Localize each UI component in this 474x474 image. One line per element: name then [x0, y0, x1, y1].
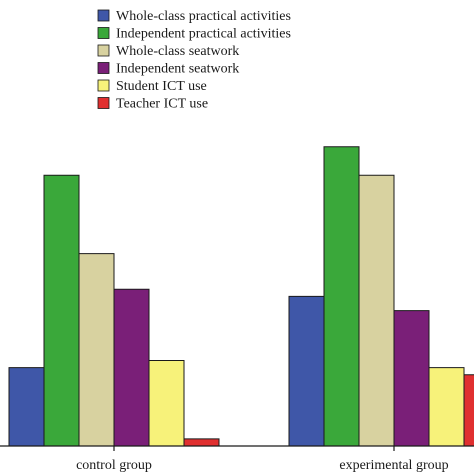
bar-0-1 [43, 174, 80, 447]
x-tick-label: control group [76, 458, 152, 473]
x-tick-label: experimental group [339, 458, 448, 473]
bar-1-3 [393, 310, 430, 447]
bar-1-2 [358, 174, 395, 447]
legend-label: Whole-class practical activities [116, 9, 291, 24]
legend-swatch [97, 27, 110, 39]
legend-swatch [97, 44, 110, 57]
legend-label: Whole-class seatwork [116, 44, 239, 59]
bar-0-4 [148, 360, 185, 447]
legend-swatch [97, 62, 110, 74]
bar-1-0 [288, 295, 325, 447]
legend-label: Student ICT use [116, 79, 207, 94]
bar-0-3 [113, 288, 150, 447]
legend-label: Independent practical activities [116, 27, 291, 42]
legend-label: Teacher ICT use [116, 97, 208, 112]
legend-swatch [97, 79, 110, 92]
bar-0-0 [8, 367, 45, 447]
x-ticks: control group experimental group [76, 446, 449, 473]
bar-1-1 [323, 146, 360, 447]
bars [8, 146, 474, 447]
legend-label: Independent seatwork [116, 62, 239, 77]
bar-1-4 [428, 367, 465, 447]
legend-swatch [97, 97, 110, 109]
legend-swatch [97, 9, 110, 22]
legend-box [92, 4, 318, 118]
legend: Whole-class practical activities Independ… [92, 4, 318, 118]
bar-1-5 [463, 374, 474, 447]
bar-0-2 [78, 253, 115, 447]
bar-0-5 [183, 438, 220, 447]
